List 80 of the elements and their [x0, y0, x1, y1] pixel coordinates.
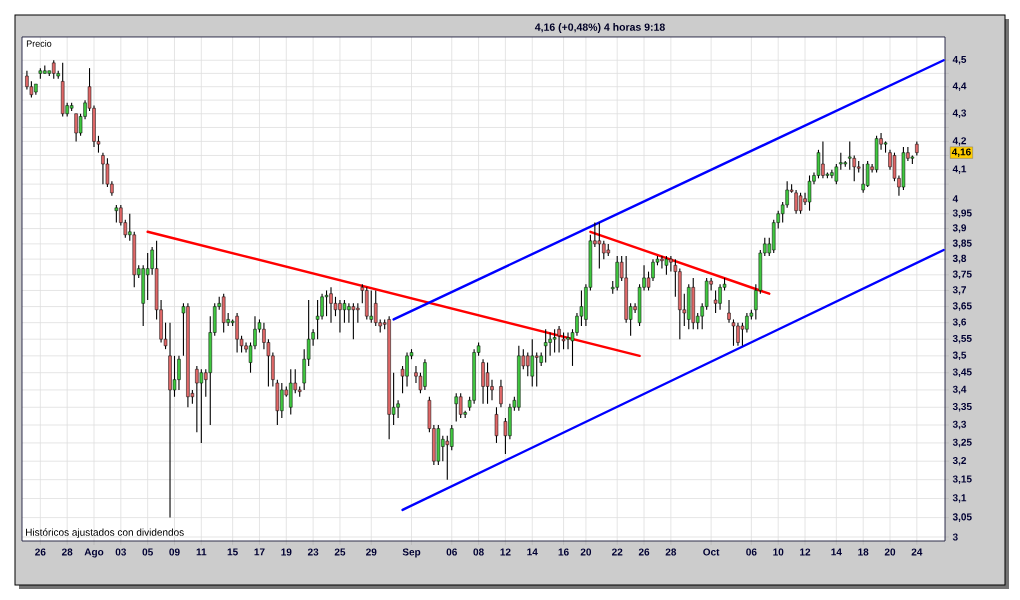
x-tick-label: 16 — [558, 548, 569, 556]
candlestick — [597, 222, 602, 270]
y-tick-label: 3,05 — [952, 513, 972, 522]
candlestick — [713, 289, 718, 314]
x-tick-label: 12 — [800, 548, 811, 556]
x-tick-label: 28 — [665, 548, 677, 556]
x-tick-label: 29 — [366, 548, 377, 556]
candlestick — [324, 289, 329, 317]
candlestick — [807, 174, 812, 212]
y-tick-label: 3,15 — [952, 475, 972, 484]
y-tick-label: 3,65 — [952, 302, 972, 311]
x-tick-label: 20 — [884, 548, 896, 556]
chart-title: 4,16 (+0,48%) 4 horas 9:18 — [534, 23, 665, 33]
candlestick — [458, 392, 463, 419]
y-tick-label: 4,2 — [952, 137, 967, 146]
x-tick-label: Oct — [703, 548, 720, 556]
candlestick — [172, 355, 177, 398]
candlestick — [834, 163, 839, 185]
x-tick-label: 18 — [858, 548, 869, 556]
x-tick-label: 10 — [773, 548, 784, 556]
candlestick — [552, 328, 557, 354]
y-tick-label: 3,4 — [952, 385, 967, 395]
annotation: Históricos ajustados con dividendos — [26, 528, 184, 538]
x-tick-label: 12 — [500, 548, 511, 556]
x-tick-label: 23 — [307, 548, 319, 556]
y-tick-label: 3,3 — [952, 420, 967, 430]
y-tick-label: 3,25 — [952, 438, 972, 448]
candlestick — [485, 362, 490, 405]
x-tick-label: 14 — [831, 548, 842, 556]
candlestick — [199, 368, 204, 444]
x-tick-label: 15 — [227, 548, 238, 556]
x-tick-label: 11 — [196, 548, 207, 556]
x-tick-label: 17 — [254, 548, 265, 556]
x-tick-label: 25 — [334, 548, 346, 556]
x-tick-label: 06 — [446, 548, 457, 556]
y-tick-label: 3,5 — [952, 351, 967, 361]
text: 4,16 — [951, 148, 971, 157]
candlestick — [798, 192, 803, 215]
x-tick-label: 24 — [911, 548, 923, 556]
y-tick-label: 3,85 — [952, 239, 972, 249]
x-tick-label: 14 — [527, 548, 538, 556]
x-tick-label: 09 — [169, 548, 180, 556]
candlestick — [499, 379, 503, 408]
y-tick-label: 3,55 — [952, 334, 972, 344]
y-tick-label: 3,8 — [952, 254, 967, 264]
x-tick-label: Ago — [84, 548, 104, 558]
candlestick — [848, 140, 852, 171]
y-tick-label: 4,5 — [952, 56, 967, 65]
candlestick — [494, 406, 499, 444]
x-tick-label: 06 — [746, 548, 757, 556]
y-tick-label: 3,6 — [952, 318, 967, 327]
y-tick-label: 3,75 — [952, 270, 972, 280]
y-tick-label: 4,3 — [952, 109, 967, 118]
y-tick-label: 3,95 — [952, 209, 972, 218]
y-axis-title: Precio — [26, 40, 52, 47]
y-tick-label: 3,7 — [952, 286, 967, 295]
y-tick-label: 3,1 — [952, 494, 967, 503]
y-tick-label: 4,1 — [952, 165, 967, 174]
candlestick — [543, 328, 548, 364]
x-tick-label: 08 — [473, 548, 484, 556]
x-tick-label: 26 — [638, 548, 650, 556]
candlestick — [865, 160, 870, 188]
x-tick-label: Sep — [402, 548, 421, 558]
x-tick-label: 05 — [142, 548, 153, 556]
x-tick-label: 20 — [580, 548, 592, 556]
x-tick-label: 03 — [115, 548, 127, 556]
y-tick-label: 3,35 — [952, 403, 972, 412]
y-tick-label: 3,45 — [952, 368, 972, 377]
y-tick-label: 4 — [952, 195, 959, 203]
x-tick-label: 28 — [61, 548, 73, 556]
candlestick — [664, 255, 669, 276]
y-tick-label: 4,4 — [952, 82, 967, 91]
y-tick-label: 3,9 — [952, 224, 967, 233]
candlestick — [351, 302, 356, 340]
x-tick-label: 19 — [281, 548, 292, 556]
x-tick-label: 22 — [612, 548, 623, 556]
candlestick — [342, 299, 347, 324]
x-tick-label: 26 — [35, 548, 46, 556]
y-tick-label: 3 — [952, 533, 958, 541]
y-tick-label: 3,2 — [952, 456, 967, 466]
